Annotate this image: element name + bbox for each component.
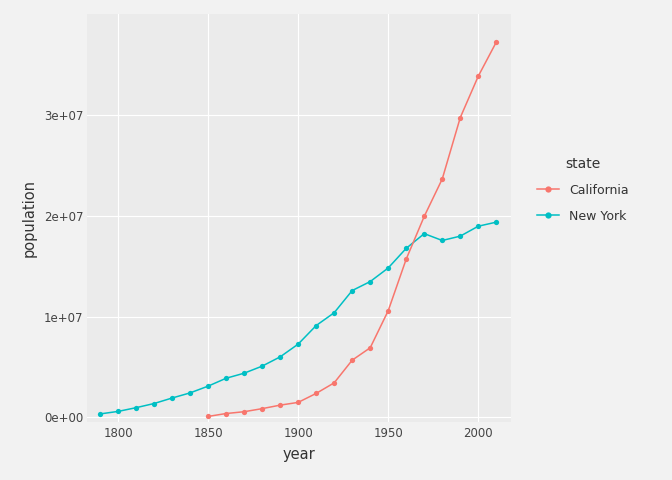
Y-axis label: population: population [22,180,37,257]
Legend: California, New York: California, New York [526,145,640,234]
X-axis label: year: year [283,446,315,461]
